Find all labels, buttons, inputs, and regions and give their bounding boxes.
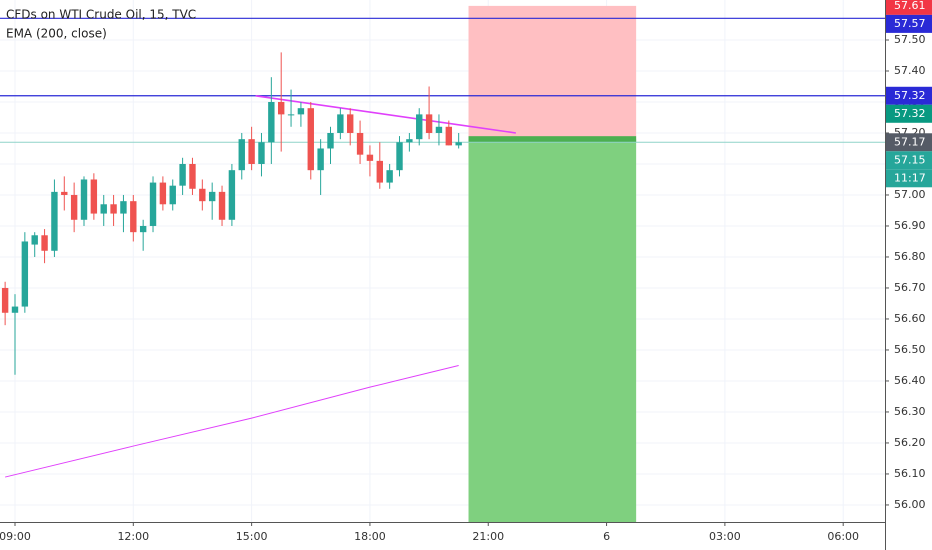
candle-body xyxy=(248,139,255,164)
price-tag-label: 57.17 xyxy=(894,135,926,148)
candle-body xyxy=(228,170,236,220)
x-tick-label: 12:00 xyxy=(117,530,149,543)
candle-body xyxy=(11,306,19,313)
y-tick-label: 56.30 xyxy=(894,405,926,418)
ema-line xyxy=(5,364,459,478)
y-tick-label: 56.60 xyxy=(894,312,926,325)
chart-title: CFDs on WTI Crude Oil, 15, TVC xyxy=(6,8,196,22)
candle-body xyxy=(337,114,344,133)
candle-body xyxy=(208,191,216,202)
x-tick-label: 21:00 xyxy=(472,530,504,543)
candle-body xyxy=(100,204,107,214)
price-tag-label: 57.32 xyxy=(894,107,926,120)
candle-body xyxy=(41,235,48,251)
y-tick-label: 57.50 xyxy=(894,33,926,46)
candle-body xyxy=(258,142,265,164)
trend-line xyxy=(255,94,516,134)
y-tick-label: 57.00 xyxy=(894,188,926,201)
candle-body xyxy=(307,108,314,171)
candle-body xyxy=(347,114,354,133)
candle-body xyxy=(51,191,58,251)
candle-body xyxy=(445,126,453,146)
candle-body xyxy=(327,132,334,149)
candle-body xyxy=(1,287,9,313)
target-zone xyxy=(468,139,637,522)
price-tag-label: 57.57 xyxy=(894,17,926,30)
candle-body xyxy=(268,101,275,143)
candle-body xyxy=(396,142,403,171)
price-tag xyxy=(886,86,932,105)
candle-body xyxy=(277,101,285,115)
candle-body xyxy=(149,182,157,226)
candle-body xyxy=(366,154,374,161)
candle-body xyxy=(376,160,383,183)
price-tag xyxy=(886,104,932,123)
countdown-tag xyxy=(886,169,932,188)
candle-body xyxy=(297,108,305,115)
candle-body xyxy=(80,179,88,220)
x-tick-label: 09:00 xyxy=(0,530,31,543)
price-tag-label: 57.32 xyxy=(894,89,926,102)
x-tick-label: 15:00 xyxy=(236,530,268,543)
candle-body xyxy=(189,163,196,189)
candle-body xyxy=(416,114,423,140)
candle-body xyxy=(130,201,137,233)
entry-line xyxy=(468,136,637,143)
y-tick-label: 56.50 xyxy=(894,343,926,356)
candle-body xyxy=(159,182,167,205)
candle-body xyxy=(169,185,176,205)
price-tag xyxy=(886,14,932,33)
candle-body xyxy=(218,191,226,220)
candle-body xyxy=(238,139,245,171)
candle-body xyxy=(287,114,295,116)
y-tick-label: 56.90 xyxy=(894,219,926,232)
price-tag xyxy=(886,151,932,170)
candle-body xyxy=(70,194,78,220)
candle-body xyxy=(120,201,127,214)
y-tick-label: 56.00 xyxy=(894,498,926,511)
y-tick-label: 56.70 xyxy=(894,281,926,294)
indicator-label: EMA (200, close) xyxy=(6,27,107,41)
candle-body xyxy=(31,235,38,245)
candle-body xyxy=(425,114,433,133)
candle-body xyxy=(406,139,413,143)
candle-body xyxy=(61,191,68,195)
candle-body xyxy=(139,225,147,233)
y-tick-label: 56.80 xyxy=(894,250,926,263)
y-tick-label: 56.40 xyxy=(894,374,926,387)
candle-body xyxy=(356,132,364,155)
price-tag-label: 57.61 xyxy=(894,0,926,12)
countdown-label: 11:17 xyxy=(894,171,926,184)
stop-zone xyxy=(468,5,637,140)
y-tick-label: 57.40 xyxy=(894,64,926,77)
price-tag xyxy=(886,0,932,15)
candle-body xyxy=(21,241,29,307)
y-tick-label: 56.20 xyxy=(894,436,926,449)
x-tick-label: 6 xyxy=(603,530,610,543)
y-tick-label: 56.10 xyxy=(894,467,926,480)
candle-body xyxy=(199,188,206,202)
candle-body xyxy=(386,170,393,183)
candle-body xyxy=(90,179,98,214)
candle-body xyxy=(317,148,324,171)
price-tag-label: 57.15 xyxy=(894,153,926,166)
x-tick-label: 06:00 xyxy=(827,530,859,543)
candle-body xyxy=(435,126,443,133)
x-tick-label: 18:00 xyxy=(354,530,386,543)
candle-body xyxy=(179,163,186,186)
x-tick-label: 03:00 xyxy=(709,530,741,543)
candle-body xyxy=(110,204,117,214)
price-tag xyxy=(886,133,932,152)
candle-body xyxy=(455,142,462,146)
